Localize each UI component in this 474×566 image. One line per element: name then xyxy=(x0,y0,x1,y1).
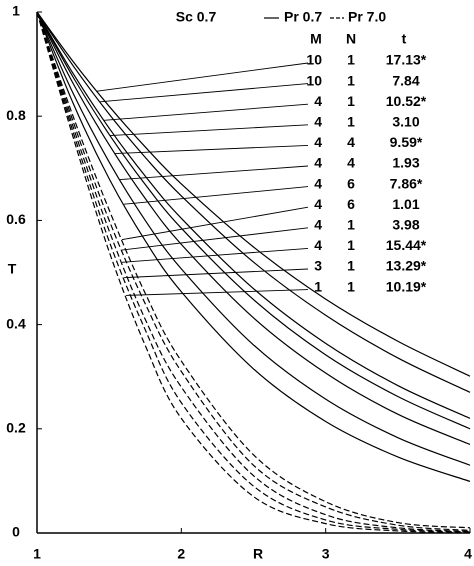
x-axis-label: R xyxy=(253,546,263,562)
y-tick-label: 0.2 xyxy=(6,420,26,436)
y-tick-label: 1 xyxy=(12,3,20,19)
row-n: 1 xyxy=(347,72,355,88)
row-t: 3.98 xyxy=(392,217,419,233)
row-t: 9.59* xyxy=(390,134,423,150)
row-m: 3 xyxy=(314,258,322,274)
row-t: 17.13* xyxy=(386,52,427,68)
row-n: 1 xyxy=(347,237,355,253)
column-header: M xyxy=(310,31,322,47)
curve xyxy=(36,11,471,377)
x-tick-label: 4 xyxy=(464,546,472,562)
row-n: 1 xyxy=(347,93,355,109)
leader-line xyxy=(125,289,309,296)
row-t: 10.19* xyxy=(386,278,427,294)
leader-line xyxy=(123,186,309,205)
curve xyxy=(36,11,471,531)
legend-label: Pr 7.0 xyxy=(348,9,386,25)
leader-line xyxy=(103,103,309,121)
row-m: 10 xyxy=(306,52,322,68)
row-m: 4 xyxy=(314,217,322,233)
legend-label: Pr 0.7 xyxy=(284,9,322,25)
y-tick-label: 0.6 xyxy=(6,211,26,227)
row-n: 4 xyxy=(347,155,355,171)
y-tick-label: 0 xyxy=(12,524,20,540)
row-t: 3.10 xyxy=(392,114,419,130)
row-t: 7.84 xyxy=(392,72,419,88)
column-header: t xyxy=(402,31,407,47)
row-m: 4 xyxy=(314,237,322,253)
y-axis-label: T xyxy=(8,261,17,277)
row-t: 1.01 xyxy=(392,196,419,212)
curve xyxy=(36,11,471,533)
y-tick-label: 0.8 xyxy=(6,107,26,123)
curve xyxy=(36,11,471,529)
leader-line xyxy=(121,247,309,263)
leader-line xyxy=(119,165,309,181)
row-m: 4 xyxy=(314,196,322,212)
row-t: 1.93 xyxy=(392,155,419,171)
curve xyxy=(36,11,471,482)
row-n: 1 xyxy=(347,114,355,130)
row-n: 1 xyxy=(347,258,355,274)
x-tick-label: 1 xyxy=(33,546,41,562)
leader-line xyxy=(109,124,309,137)
row-t: 7.86* xyxy=(390,175,423,191)
leader-line xyxy=(114,144,309,154)
y-tick-label: 0.4 xyxy=(6,315,26,331)
row-n: 6 xyxy=(347,175,355,191)
row-t: 13.29* xyxy=(386,258,427,274)
row-m: 4 xyxy=(314,134,322,150)
row-n: 1 xyxy=(347,278,355,294)
row-n: 6 xyxy=(347,196,355,212)
row-m: 4 xyxy=(314,114,322,130)
row-n: 1 xyxy=(347,52,355,68)
leader-line xyxy=(121,227,309,251)
row-n: 4 xyxy=(347,134,355,150)
row-m: 4 xyxy=(314,175,322,191)
row-t: 10.52* xyxy=(386,93,427,109)
x-tick-label: 3 xyxy=(322,546,330,562)
curve xyxy=(36,11,471,534)
annotation: Sc 0.7 xyxy=(176,9,217,25)
x-tick-label: 2 xyxy=(177,546,185,562)
leader-line xyxy=(96,62,309,92)
curve xyxy=(36,11,471,419)
leader-line xyxy=(99,83,309,103)
leader-line xyxy=(123,268,309,279)
row-m: 4 xyxy=(314,155,322,171)
row-n: 1 xyxy=(347,217,355,233)
curve xyxy=(36,11,471,393)
leader-line xyxy=(121,206,309,241)
row-m: 1 xyxy=(314,278,322,294)
curve xyxy=(36,11,471,445)
row-m: 4 xyxy=(314,93,322,109)
column-header: N xyxy=(346,31,356,47)
row-t: 15.44* xyxy=(386,237,427,253)
curve xyxy=(36,11,471,533)
row-m: 10 xyxy=(306,72,322,88)
curve xyxy=(36,11,471,430)
